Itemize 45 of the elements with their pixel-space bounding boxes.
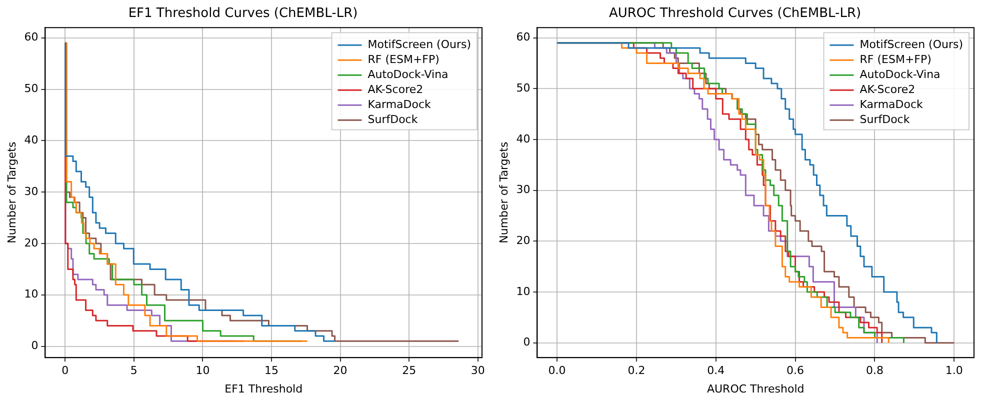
y-tick-label: 50 (24, 82, 38, 96)
x-tick-label: 10 (196, 364, 210, 378)
x-tick-label: 0.6 (786, 364, 804, 378)
y-tick-label: 0 (31, 339, 38, 352)
x-tick-label: 1.0 (945, 364, 963, 378)
y-tick-label: 30 (24, 184, 38, 198)
legend-label: AutoDock-Vina (860, 68, 940, 81)
chart-title: EF1 Threshold Curves (ChEMBL-LR) (128, 6, 358, 22)
x-tick-label: 5 (130, 364, 138, 378)
legend-label: AK-Score2 (368, 82, 424, 96)
y-tick-label: 50 (516, 81, 530, 94)
x-axis-title: AUROC Threshold (706, 382, 804, 396)
y-tick-label: 20 (24, 236, 38, 250)
y-tick-label: 60 (24, 30, 38, 44)
x-tick-label: 30 (470, 364, 485, 378)
x-tick-label: 25 (402, 364, 416, 378)
x-tick-label: 20 (333, 364, 348, 378)
y-tick-label: 10 (24, 288, 38, 301)
legend-label: AK-Score2 (860, 82, 916, 96)
x-tick-label: 0.8 (866, 364, 884, 378)
y-tick-label: 20 (516, 234, 530, 248)
y-axis-title: Number of Targets (5, 142, 18, 244)
chart-title: AUROC Threshold Curves (ChEMBL-LR) (608, 6, 862, 22)
y-tick-label: 60 (516, 30, 530, 44)
legend-label: MotifScreen (Ours) (368, 38, 472, 51)
legend-label: AutoDock-Vina (368, 68, 448, 81)
x-tick-label: 0 (62, 364, 69, 378)
legend-label: SurfDock (368, 112, 418, 126)
legend-label: KarmaDock (860, 98, 924, 111)
y-tick-label: 40 (24, 134, 38, 147)
y-tick-label: 30 (516, 183, 530, 196)
legend-label: RF (ESM+FP) (368, 52, 440, 66)
x-tick-label: 15 (264, 364, 279, 378)
legend-label: KarmaDock (368, 98, 432, 111)
y-axis-title: Number of Targets (497, 142, 510, 244)
legend-label: SurfDock (860, 112, 910, 126)
legend-label: RF (ESM+FP) (860, 52, 932, 66)
x-tick-label: 0.0 (548, 364, 566, 378)
y-tick-label: 40 (516, 132, 530, 146)
x-tick-label: 0.2 (628, 364, 646, 378)
x-tick-label: 0.4 (707, 364, 725, 378)
y-tick-label: 10 (516, 284, 530, 298)
y-tick-label: 0 (523, 336, 530, 349)
x-axis-title: EF1 Threshold (224, 382, 303, 396)
legend-label: MotifScreen (Ours) (860, 38, 964, 51)
